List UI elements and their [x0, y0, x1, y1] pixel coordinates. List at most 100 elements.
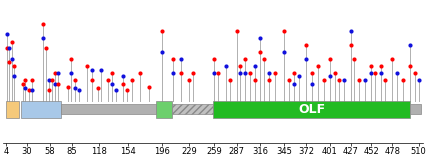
Point: [223, 65, 230, 67]
Point: [72, 79, 79, 81]
Point: [104, 79, 111, 81]
Point: [22, 79, 29, 81]
Text: OLF: OLF: [298, 103, 325, 116]
Point: [382, 79, 389, 81]
Point: [124, 88, 131, 91]
Point: [40, 37, 47, 39]
Point: [6, 46, 12, 49]
Point: [11, 65, 18, 67]
Point: [185, 79, 192, 81]
Bar: [6, 101, 19, 118]
Point: [22, 87, 29, 90]
Point: [251, 65, 258, 67]
Point: [303, 58, 310, 60]
Point: [215, 72, 221, 74]
Point: [129, 79, 136, 81]
Point: [280, 51, 287, 53]
Point: [266, 72, 273, 74]
Point: [266, 79, 273, 81]
Point: [46, 88, 52, 91]
Point: [394, 72, 401, 74]
Point: [159, 51, 166, 53]
Point: [68, 58, 74, 60]
Point: [11, 74, 18, 77]
Point: [48, 79, 55, 81]
Point: [88, 79, 95, 81]
Point: [28, 79, 35, 81]
Point: [290, 72, 297, 74]
Point: [178, 72, 184, 74]
Point: [290, 83, 297, 85]
Point: [320, 79, 327, 81]
Bar: [156, 101, 172, 118]
Point: [336, 79, 343, 81]
Point: [341, 79, 348, 81]
Point: [407, 65, 414, 67]
Point: [415, 79, 422, 81]
Point: [356, 79, 362, 81]
Point: [55, 72, 61, 74]
Point: [64, 86, 71, 88]
Point: [378, 72, 384, 74]
Point: [108, 72, 115, 74]
Point: [241, 58, 248, 60]
Point: [8, 41, 15, 43]
Point: [68, 72, 74, 74]
Point: [256, 37, 263, 39]
Point: [261, 58, 268, 60]
Point: [95, 87, 101, 90]
Point: [108, 83, 115, 85]
Point: [178, 58, 184, 60]
Point: [361, 79, 368, 81]
Point: [237, 72, 243, 74]
Point: [256, 51, 263, 53]
Point: [3, 32, 10, 35]
Bar: [213, 101, 410, 118]
Point: [227, 79, 233, 81]
Point: [241, 72, 248, 74]
Point: [76, 88, 83, 91]
Point: [88, 69, 95, 71]
Point: [350, 58, 357, 60]
Point: [286, 79, 292, 81]
Point: [407, 44, 414, 46]
Point: [169, 72, 176, 74]
Point: [55, 83, 61, 85]
Point: [233, 30, 240, 32]
Point: [246, 72, 253, 74]
Bar: [21, 101, 61, 118]
Point: [368, 72, 375, 74]
Point: [372, 72, 379, 74]
Point: [43, 46, 49, 49]
Point: [210, 72, 217, 74]
Point: [6, 60, 12, 63]
Point: [326, 58, 333, 60]
Point: [368, 65, 375, 67]
Point: [137, 72, 144, 74]
Point: [119, 83, 126, 85]
Point: [46, 79, 52, 81]
Point: [3, 46, 10, 49]
Bar: [61, 104, 156, 114]
Point: [389, 58, 396, 60]
Point: [399, 79, 406, 81]
Point: [308, 72, 315, 74]
Bar: [172, 104, 213, 114]
Point: [40, 23, 47, 25]
Point: [28, 88, 35, 91]
Point: [412, 72, 419, 74]
Bar: [410, 104, 421, 114]
Point: [308, 83, 315, 85]
Point: [378, 65, 384, 67]
Point: [52, 83, 58, 85]
Point: [272, 72, 279, 74]
Point: [251, 79, 258, 81]
Point: [169, 58, 176, 60]
Point: [146, 86, 153, 88]
Point: [295, 74, 302, 77]
Point: [52, 72, 58, 74]
Point: [210, 58, 217, 60]
Point: [8, 58, 15, 60]
Point: [72, 87, 79, 90]
Point: [237, 65, 243, 67]
